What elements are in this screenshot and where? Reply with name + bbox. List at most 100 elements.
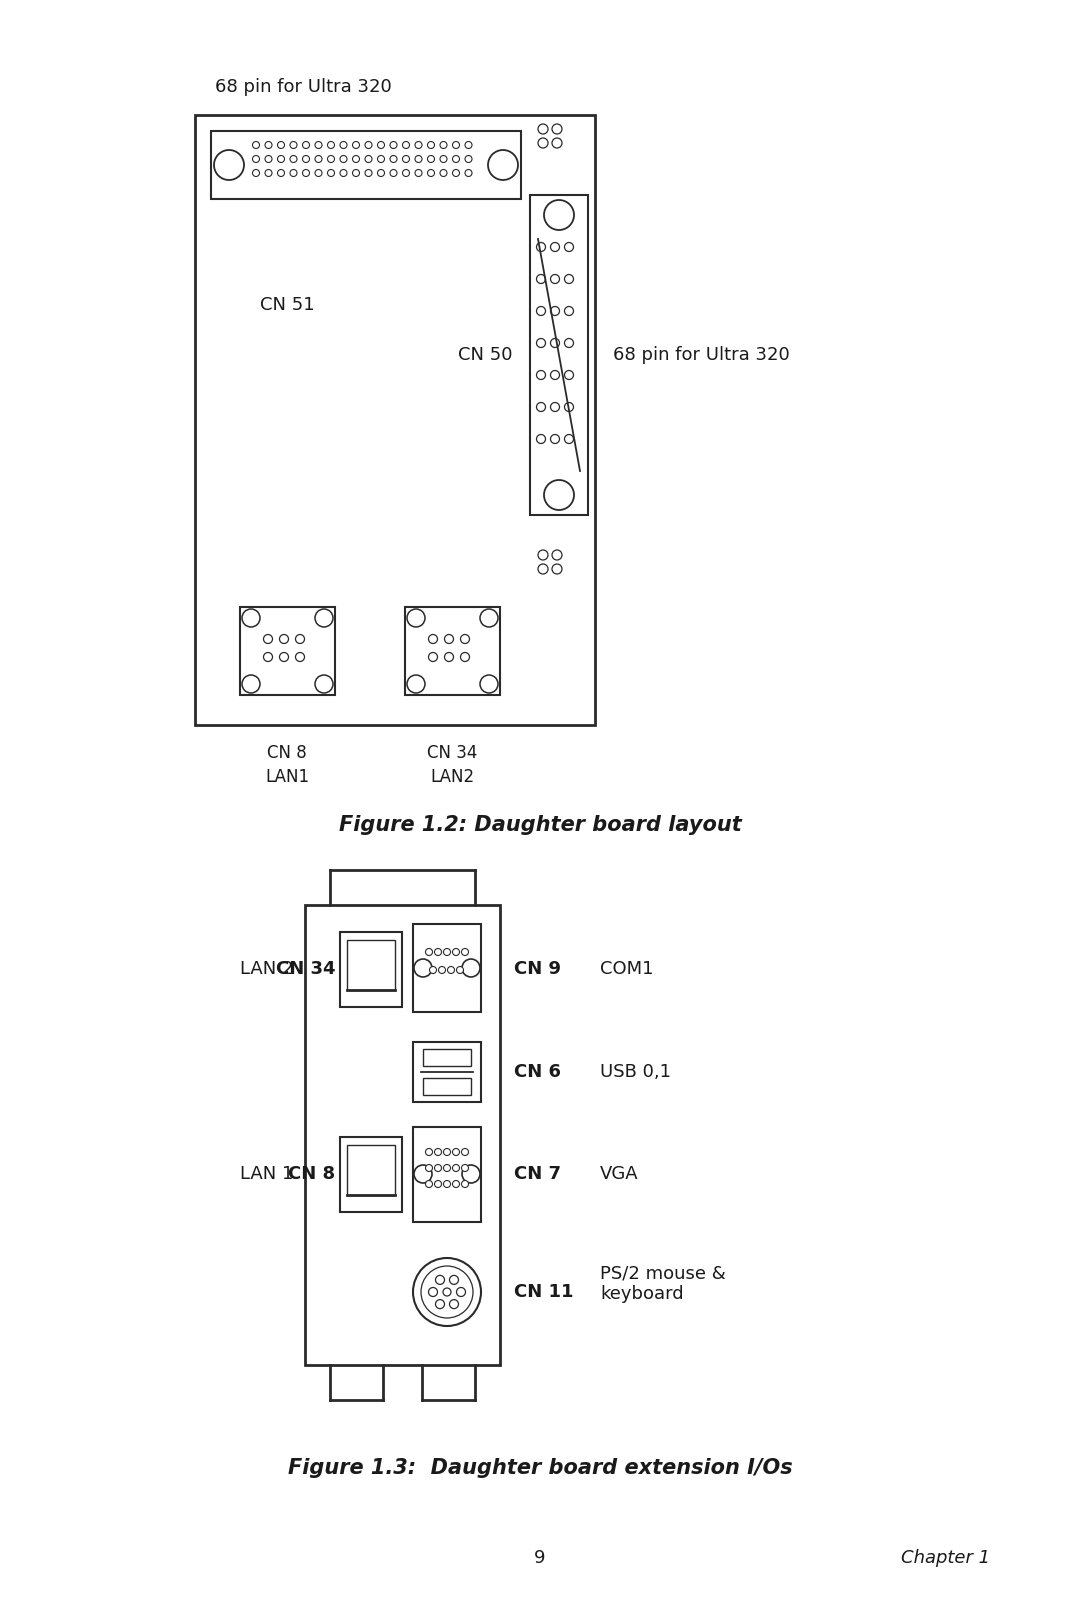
Circle shape bbox=[565, 435, 573, 443]
Circle shape bbox=[460, 652, 470, 662]
Circle shape bbox=[426, 1165, 432, 1171]
Circle shape bbox=[465, 155, 472, 162]
Circle shape bbox=[352, 141, 360, 149]
Text: LAN2: LAN2 bbox=[430, 769, 474, 786]
Bar bbox=[340, 932, 402, 1006]
Circle shape bbox=[265, 170, 272, 176]
Circle shape bbox=[462, 1165, 480, 1183]
Circle shape bbox=[278, 170, 284, 176]
Circle shape bbox=[426, 1181, 432, 1188]
Circle shape bbox=[552, 125, 562, 134]
Circle shape bbox=[551, 338, 559, 348]
Circle shape bbox=[453, 141, 459, 149]
Circle shape bbox=[242, 675, 260, 693]
Circle shape bbox=[265, 155, 272, 162]
Circle shape bbox=[551, 243, 559, 251]
Circle shape bbox=[434, 1165, 442, 1171]
Circle shape bbox=[444, 1149, 450, 1155]
Circle shape bbox=[428, 170, 434, 176]
Circle shape bbox=[538, 138, 548, 147]
Text: LAN 2: LAN 2 bbox=[240, 959, 293, 977]
Circle shape bbox=[352, 155, 360, 162]
Text: VGA: VGA bbox=[600, 1165, 638, 1183]
Circle shape bbox=[444, 1181, 450, 1188]
Circle shape bbox=[434, 1149, 442, 1155]
Circle shape bbox=[327, 170, 335, 176]
Circle shape bbox=[415, 155, 422, 162]
Circle shape bbox=[443, 1288, 451, 1296]
Circle shape bbox=[214, 150, 244, 180]
Circle shape bbox=[447, 966, 455, 974]
Circle shape bbox=[280, 634, 288, 644]
Text: 68 pin for Ultra 320: 68 pin for Ultra 320 bbox=[215, 78, 392, 95]
Bar bbox=[195, 115, 595, 725]
Circle shape bbox=[407, 608, 426, 628]
Circle shape bbox=[444, 1165, 450, 1171]
Circle shape bbox=[242, 608, 260, 628]
Circle shape bbox=[453, 170, 459, 176]
Circle shape bbox=[407, 675, 426, 693]
Circle shape bbox=[429, 634, 437, 644]
Circle shape bbox=[537, 371, 545, 380]
Text: CN 9: CN 9 bbox=[514, 959, 561, 977]
Text: Figure 1.2: Daughter board layout: Figure 1.2: Daughter board layout bbox=[339, 815, 741, 835]
Circle shape bbox=[296, 634, 305, 644]
Circle shape bbox=[551, 435, 559, 443]
Circle shape bbox=[378, 155, 384, 162]
Circle shape bbox=[565, 275, 573, 283]
Circle shape bbox=[302, 141, 310, 149]
Circle shape bbox=[302, 170, 310, 176]
Circle shape bbox=[449, 1275, 459, 1285]
Circle shape bbox=[480, 608, 498, 628]
Circle shape bbox=[264, 652, 272, 662]
Circle shape bbox=[440, 170, 447, 176]
Text: CN 8: CN 8 bbox=[288, 1165, 335, 1183]
Circle shape bbox=[291, 141, 297, 149]
Circle shape bbox=[537, 306, 545, 316]
Text: CN 8: CN 8 bbox=[267, 744, 307, 762]
Circle shape bbox=[537, 403, 545, 411]
Circle shape bbox=[291, 170, 297, 176]
Circle shape bbox=[435, 1275, 445, 1285]
Circle shape bbox=[378, 141, 384, 149]
Circle shape bbox=[302, 155, 310, 162]
Circle shape bbox=[537, 435, 545, 443]
Circle shape bbox=[340, 170, 347, 176]
Circle shape bbox=[438, 966, 446, 974]
Text: CN 11: CN 11 bbox=[514, 1283, 573, 1301]
Bar bbox=[240, 607, 335, 696]
Text: PS/2 mouse &
keyboard: PS/2 mouse & keyboard bbox=[600, 1265, 726, 1304]
Circle shape bbox=[462, 959, 480, 977]
Circle shape bbox=[280, 652, 288, 662]
Text: Chapter 1: Chapter 1 bbox=[901, 1548, 990, 1566]
Bar bbox=[413, 924, 481, 1011]
Circle shape bbox=[365, 170, 372, 176]
Circle shape bbox=[434, 1181, 442, 1188]
Circle shape bbox=[461, 1149, 469, 1155]
Circle shape bbox=[537, 338, 545, 348]
Circle shape bbox=[430, 966, 436, 974]
Bar bbox=[347, 940, 395, 990]
Circle shape bbox=[253, 141, 259, 149]
Bar bbox=[413, 1042, 481, 1102]
Circle shape bbox=[465, 141, 472, 149]
Circle shape bbox=[435, 1299, 445, 1309]
Circle shape bbox=[278, 155, 284, 162]
Circle shape bbox=[453, 1165, 459, 1171]
Text: 9: 9 bbox=[535, 1548, 545, 1566]
Circle shape bbox=[429, 1288, 437, 1296]
Circle shape bbox=[488, 150, 518, 180]
Circle shape bbox=[461, 1165, 469, 1171]
Circle shape bbox=[340, 155, 347, 162]
Circle shape bbox=[390, 170, 397, 176]
Circle shape bbox=[403, 141, 409, 149]
Text: 68 pin for Ultra 320: 68 pin for Ultra 320 bbox=[613, 346, 789, 364]
Circle shape bbox=[565, 306, 573, 316]
Circle shape bbox=[278, 141, 284, 149]
Circle shape bbox=[551, 275, 559, 283]
Circle shape bbox=[538, 565, 548, 574]
Text: CN 6: CN 6 bbox=[514, 1063, 561, 1081]
Circle shape bbox=[327, 155, 335, 162]
Circle shape bbox=[291, 155, 297, 162]
Circle shape bbox=[390, 141, 397, 149]
